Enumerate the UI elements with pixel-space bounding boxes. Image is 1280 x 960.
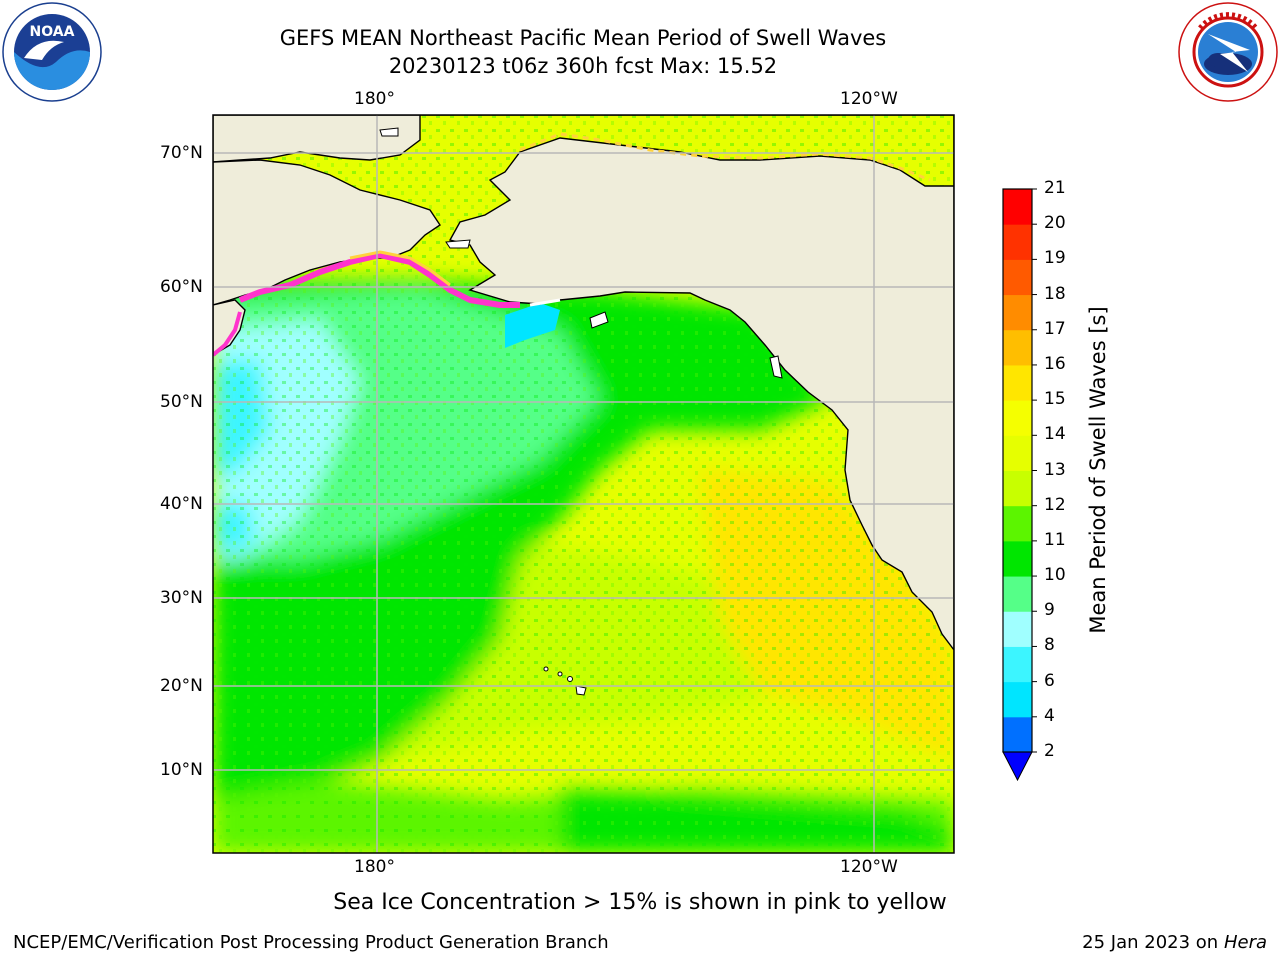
aleutian-gap — [529, 298, 561, 307]
colorbar-tick-label-17: 17 — [1044, 318, 1066, 339]
lon-label-top-180: 180° — [354, 89, 395, 109]
colorbar-segment-2 — [1003, 646, 1032, 683]
colorbar-segment-7 — [1003, 470, 1032, 507]
hawaii-oahu — [557, 671, 563, 677]
colorbar-tick-label-9: 9 — [1044, 600, 1055, 621]
colorbar-tick-label-14: 14 — [1044, 424, 1066, 445]
land-kamchatka — [213, 299, 246, 356]
hawaii-kauai — [543, 666, 549, 672]
chart-subtitle: 20230123 t06z 360h fcst Max: 15.52 — [388, 54, 778, 78]
lon-label-top-120w: 120°W — [840, 89, 898, 109]
chart-title: GEFS MEAN Northeast Pacific Mean Period … — [279, 26, 887, 50]
lat-label-60n: 60°N — [160, 277, 203, 297]
nws-logo-icon — [1178, 2, 1278, 102]
colorbar-tick-label-21: 21 — [1044, 178, 1066, 198]
colorbar-segment-8 — [1003, 435, 1032, 471]
colorbar-title: Mean Period of Swell Waves [s] — [1086, 306, 1110, 634]
colorbar-segment-12 — [1003, 294, 1032, 331]
colorbar-segment-11 — [1003, 329, 1032, 366]
gridlines — [213, 115, 954, 853]
colorbar-segment-10 — [1003, 364, 1032, 401]
sea-ice-note: Sea Ice Concentration > 15% is shown in … — [333, 890, 947, 915]
colorbar-tick-label-4: 4 — [1044, 705, 1055, 726]
colorbar-segment-13 — [1003, 259, 1032, 296]
wrangel-island — [379, 127, 399, 137]
footer-date: 25 Jan 2023 on Hera — [1082, 932, 1267, 953]
colorbar-tick-label-12: 12 — [1044, 494, 1066, 515]
colorbar — [1002, 188, 1033, 782]
arctic-ice-edge — [519, 132, 931, 182]
lat-label-30n: 30°N — [160, 588, 203, 608]
colorbar-tick-label-16: 16 — [1044, 353, 1066, 374]
map-field — [213, 115, 954, 853]
lon-label-bottom-180: 180° — [354, 857, 395, 877]
colorbar-segment-1 — [1003, 681, 1032, 718]
colorbar-tick-label-2: 2 — [1044, 741, 1055, 761]
colorbar-segment-15 — [1003, 189, 1032, 225]
lat-label-10n: 10°N — [160, 760, 203, 780]
colorbar-segment-5 — [1003, 540, 1032, 577]
colorbar-tick-label-6: 6 — [1044, 670, 1055, 691]
sea-ice-edge-pink — [238, 252, 520, 308]
colorbar-extend-arrow — [1002, 751, 1033, 782]
st-lawrence-island — [445, 239, 471, 249]
footer-credit: NCEP/EMC/Verification Post Processing Pr… — [13, 932, 609, 953]
hawaii-big-island — [575, 685, 587, 696]
colorbar-segment-9 — [1003, 400, 1032, 436]
colorbar-tick-label-8: 8 — [1044, 635, 1055, 656]
colorbar-segment-3 — [1003, 611, 1032, 647]
footer-machine: Hera — [1223, 932, 1267, 953]
map-frame — [212, 114, 955, 854]
colorbar-tick-label-20: 20 — [1044, 213, 1066, 234]
haida-gwaii-island — [769, 355, 783, 379]
lon-label-bottom-120w: 120°W — [840, 857, 898, 877]
noaa-logo-icon: NOAA — [2, 2, 102, 102]
colorbar-tick-label-18: 18 — [1044, 283, 1066, 304]
colorbar-segment-6 — [1003, 505, 1032, 542]
colorbar-tick-label-13: 13 — [1044, 459, 1066, 480]
colorbar-tick-label-11: 11 — [1044, 529, 1066, 550]
footer-date-text: 25 Jan 2023 on — [1082, 932, 1224, 953]
cook-inlet-patch — [505, 303, 560, 348]
colorbar-segment-0 — [1003, 716, 1032, 753]
lat-label-20n: 20°N — [160, 676, 203, 696]
lat-label-50n: 50°N — [160, 392, 203, 412]
sea-ice-edge-west — [213, 311, 242, 357]
colorbar-tick-label-10: 10 — [1044, 565, 1066, 586]
hawaii-maui — [567, 676, 573, 682]
colorbar-segment-14 — [1003, 224, 1032, 260]
kodiak-island — [589, 311, 609, 329]
land-siberia-north — [213, 115, 421, 163]
colorbar-tick-label-19: 19 — [1044, 248, 1066, 269]
lat-label-40n: 40°N — [160, 494, 203, 514]
noaa-logo-text: NOAA — [30, 24, 75, 40]
lat-label-70n: 70°N — [160, 143, 203, 163]
colorbar-tick-label-15: 15 — [1044, 389, 1066, 410]
sea-ice-edge-yellow — [349, 250, 451, 287]
colorbar-segment-4 — [1003, 576, 1032, 612]
